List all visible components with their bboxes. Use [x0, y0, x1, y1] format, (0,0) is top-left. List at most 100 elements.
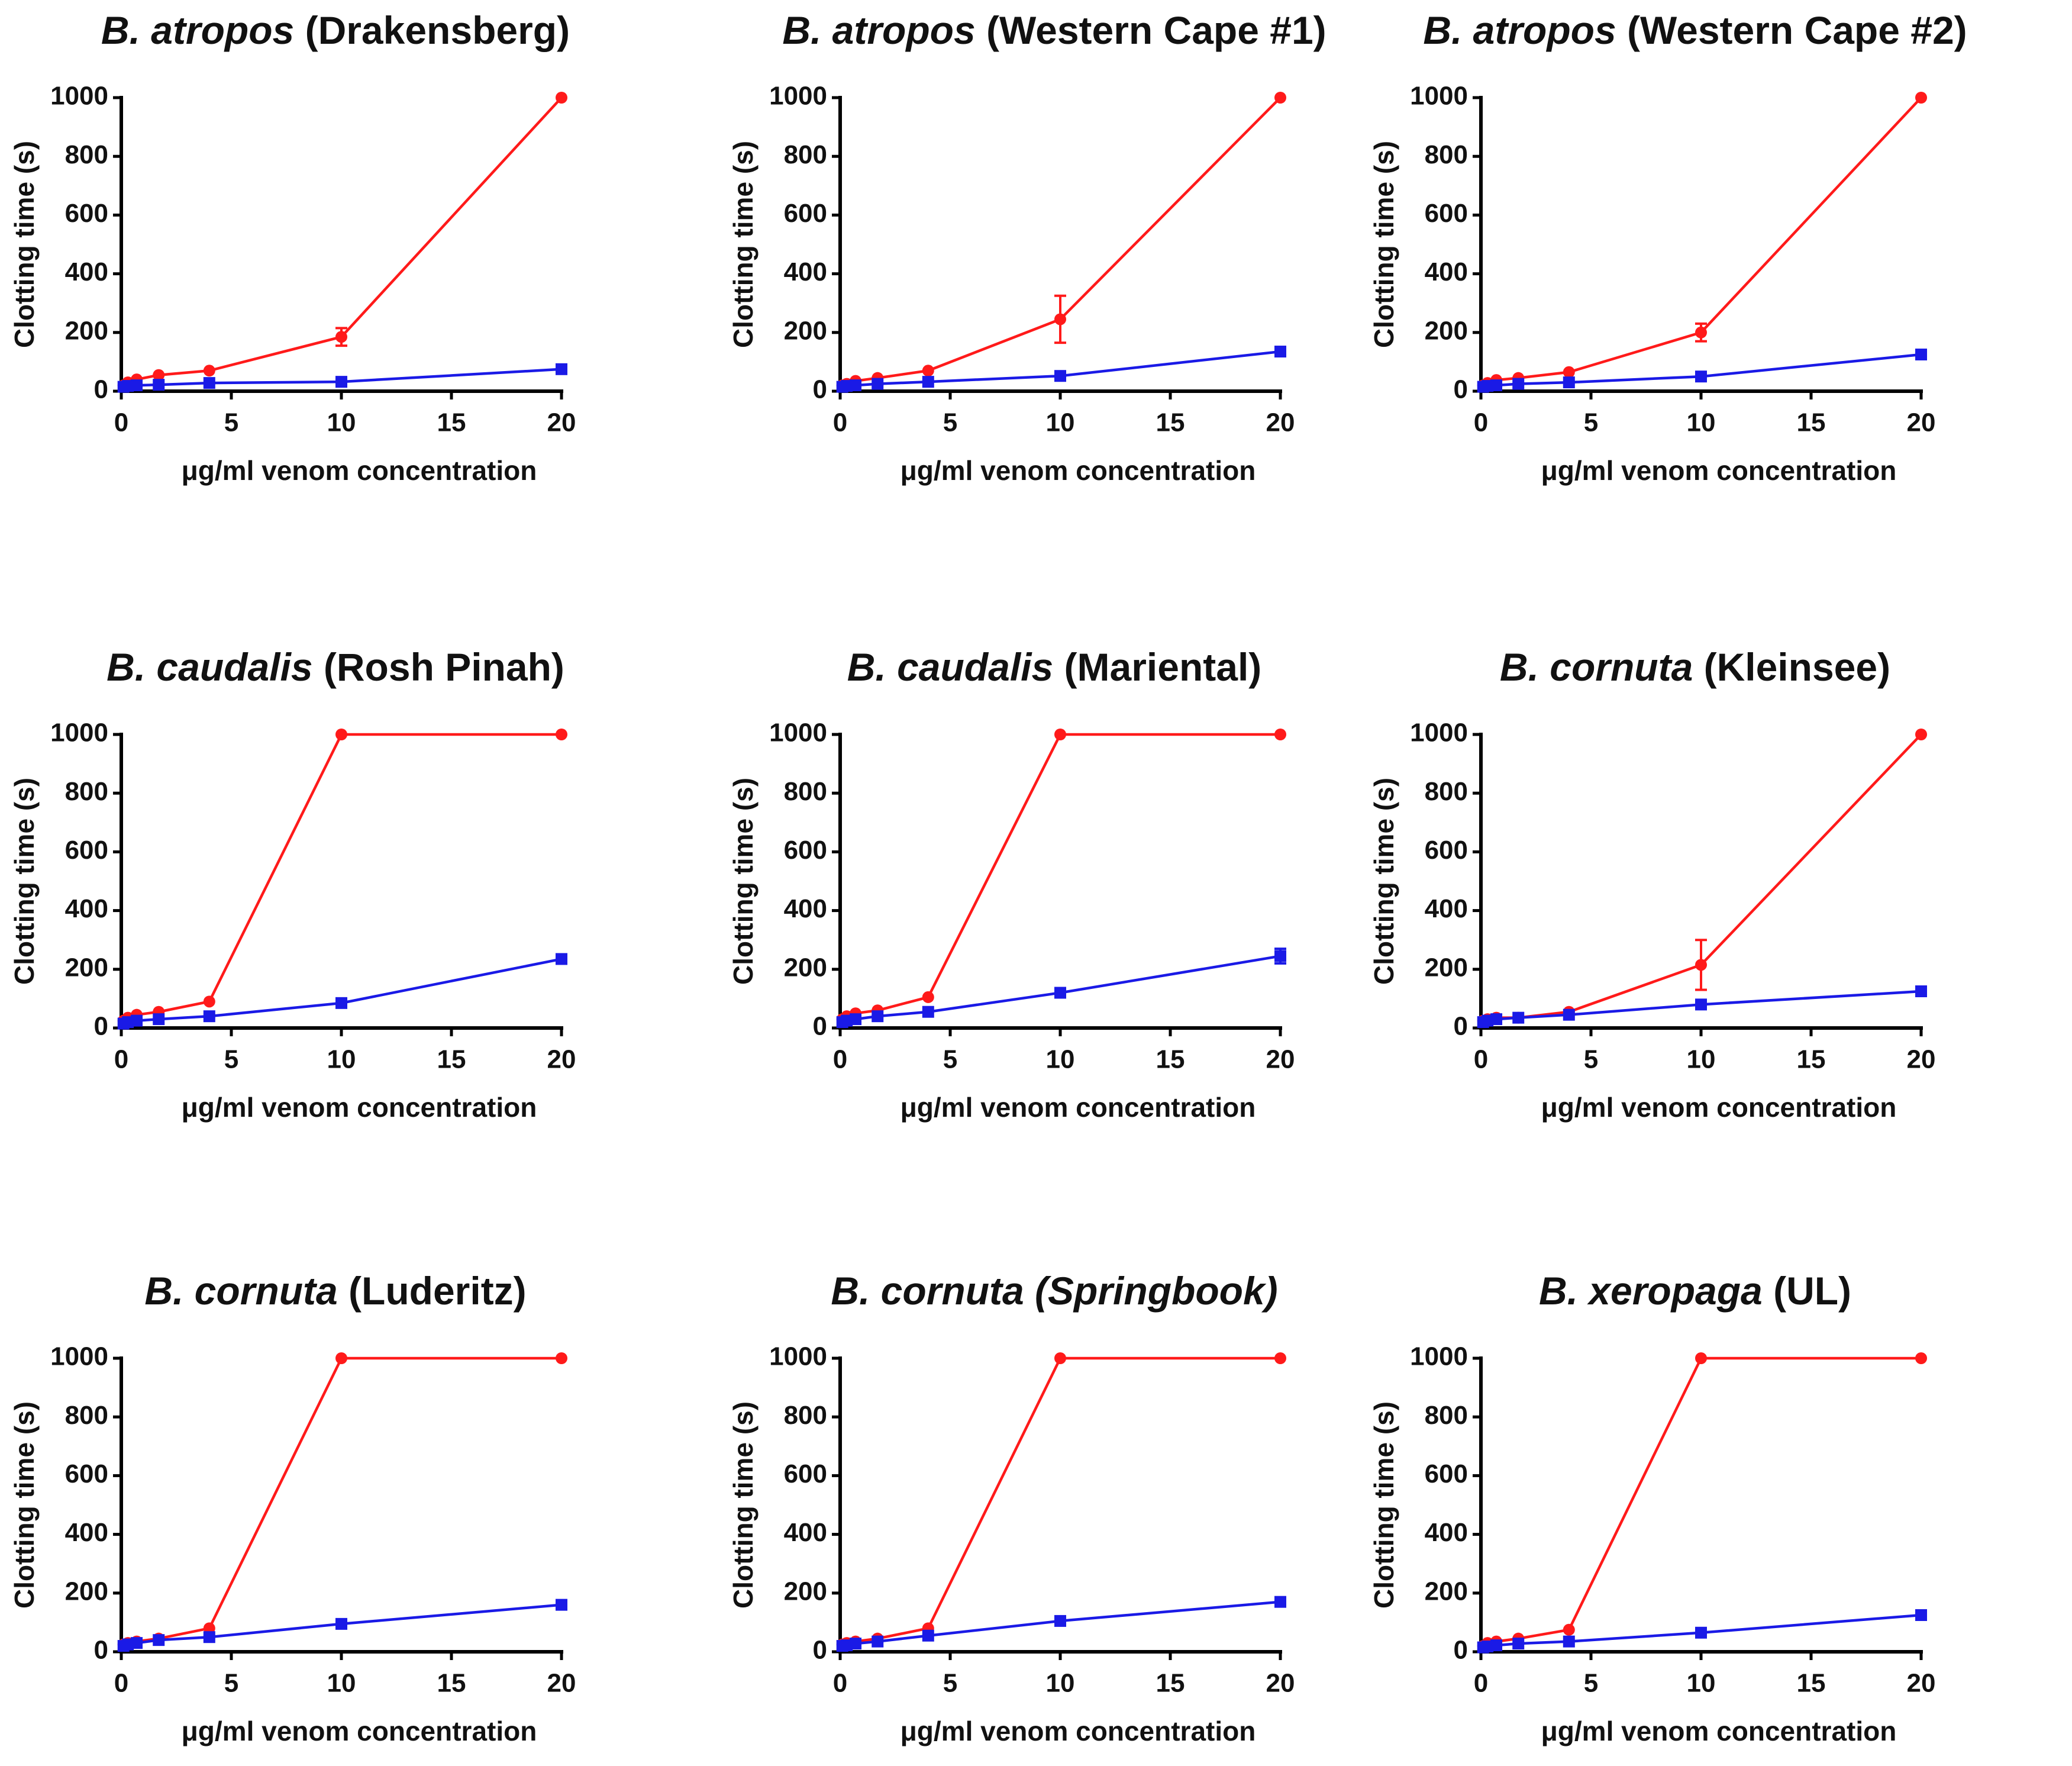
data-point [1695, 326, 1707, 339]
data-point [922, 365, 934, 377]
x-tick-label: 0 [114, 1669, 128, 1698]
x-tick-label: 15 [437, 1669, 466, 1698]
title-locality: (Drakensberg) [305, 8, 570, 52]
chart-title: B. atropos (Drakensberg) [101, 8, 570, 52]
title-species: B. atropos [782, 8, 975, 52]
y-tick-label: 600 [784, 1459, 827, 1488]
y-tick-label: 600 [1425, 1459, 1468, 1488]
data-point [922, 1006, 934, 1018]
y-axis-label: Clotting time (s) [9, 1401, 40, 1609]
data-point [1054, 729, 1066, 740]
x-tick-label: 0 [833, 408, 847, 437]
data-point [850, 1638, 862, 1650]
x-tick-label: 0 [114, 1045, 128, 1074]
x-axis-label: μg/ml venom concentration [1541, 455, 1897, 486]
title-locality: (Mariental) [1064, 645, 1262, 689]
x-tick-label: 15 [1156, 1669, 1185, 1698]
y-tick-label: 1000 [1410, 718, 1468, 747]
x-tick-label: 5 [943, 1045, 957, 1074]
y-axis-label: Clotting time (s) [1369, 778, 1399, 985]
x-axis-label: μg/ml venom concentration [901, 455, 1256, 486]
title-species: B. caudalis [847, 645, 1053, 689]
data-point [1563, 1008, 1575, 1021]
chart-panel: B. cornuta (Luderitz) 0 200 400 600 800 1000 0 5… [9, 1269, 576, 1746]
x-tick-label: 5 [1584, 1669, 1598, 1698]
data-point [1915, 729, 1927, 740]
y-tick-label: 800 [65, 777, 108, 806]
data-point [556, 363, 567, 375]
data-point [1563, 376, 1575, 389]
y-tick-label: 0 [1454, 1636, 1468, 1665]
x-tick-label: 15 [1797, 1045, 1826, 1074]
chart-title: B. cornuta (Kleinsee) [1500, 645, 1890, 689]
data-point [203, 1631, 215, 1643]
title-species: B. xeropaga [1539, 1269, 1763, 1313]
title-species: B. atropos [1423, 8, 1616, 52]
data-point [335, 376, 347, 388]
data-point [1915, 1609, 1927, 1621]
y-tick-label: 0 [813, 375, 827, 404]
x-tick-label: 15 [437, 1045, 466, 1074]
y-tick-label: 200 [1425, 953, 1468, 982]
data-point [1274, 92, 1286, 104]
data-point [556, 953, 567, 965]
title-locality: (Western Cape #1) [986, 8, 1327, 52]
y-tick-label: 400 [65, 257, 108, 286]
data-point [335, 1617, 347, 1630]
x-tick-label: 15 [1797, 408, 1826, 437]
y-tick-label: 400 [1425, 257, 1468, 286]
x-tick-label: 20 [1907, 1045, 1936, 1074]
data-point [1512, 1011, 1525, 1024]
title-species: B. cornuta [144, 1269, 337, 1313]
title-locality: (Western Cape #2) [1627, 8, 1967, 52]
data-point [1695, 1626, 1707, 1639]
y-tick-label: 200 [1425, 316, 1468, 345]
x-tick-label: 0 [114, 408, 128, 437]
y-tick-label: 0 [94, 375, 108, 404]
data-point [1274, 1352, 1286, 1364]
y-axis-label: Clotting time (s) [9, 141, 40, 348]
x-tick-label: 15 [437, 408, 466, 437]
x-axis-label: μg/ml venom concentration [1541, 1716, 1897, 1746]
data-point [1274, 1596, 1286, 1608]
chart-title: B. caudalis (Mariental) [847, 645, 1262, 689]
x-tick-label: 20 [547, 408, 576, 437]
chart-title: B. atropos (Western Cape #1) [782, 8, 1326, 52]
y-tick-label: 1000 [50, 718, 108, 747]
y-tick-label: 800 [784, 777, 827, 806]
x-tick-label: 5 [224, 1669, 238, 1698]
data-point [556, 92, 567, 104]
chart-title: B. atropos (Western Cape #2) [1423, 8, 1967, 52]
data-point [1274, 346, 1286, 358]
y-tick-label: 400 [784, 1518, 827, 1547]
y-tick-label: 800 [1425, 140, 1468, 169]
y-tick-label: 600 [65, 199, 108, 228]
series-line [1482, 1356, 1921, 1647]
data-point [1512, 1638, 1525, 1650]
data-point [922, 991, 934, 1003]
x-tick-label: 0 [833, 1045, 847, 1074]
x-tick-label: 20 [547, 1045, 576, 1074]
y-tick-label: 800 [784, 1401, 827, 1430]
chart-panel: B. atropos (Drakensberg)0200400600800100… [9, 8, 576, 486]
x-axis-label: μg/ml venom concentration [182, 1092, 537, 1123]
series-line [122, 733, 561, 1022]
x-tick-label: 20 [1907, 1669, 1936, 1698]
data-point [131, 1637, 143, 1649]
data-point [203, 377, 215, 389]
x-axis-label: μg/ml venom concentration [901, 1092, 1256, 1123]
data-point [335, 331, 347, 343]
x-tick-label: 0 [1474, 408, 1488, 437]
y-tick-label: 200 [784, 1577, 827, 1606]
x-tick-label: 10 [327, 408, 356, 437]
x-axis-label: μg/ml venom concentration [182, 455, 537, 486]
data-point [872, 378, 884, 390]
data-point [1915, 349, 1927, 360]
data-point [1563, 1623, 1575, 1636]
y-tick-label: 800 [1425, 777, 1468, 806]
y-tick-label: 400 [1425, 894, 1468, 923]
title-locality: (Springbook) [1035, 1269, 1278, 1313]
x-tick-label: 15 [1797, 1669, 1826, 1698]
y-tick-label: 600 [65, 836, 108, 865]
data-point [1563, 1635, 1575, 1648]
